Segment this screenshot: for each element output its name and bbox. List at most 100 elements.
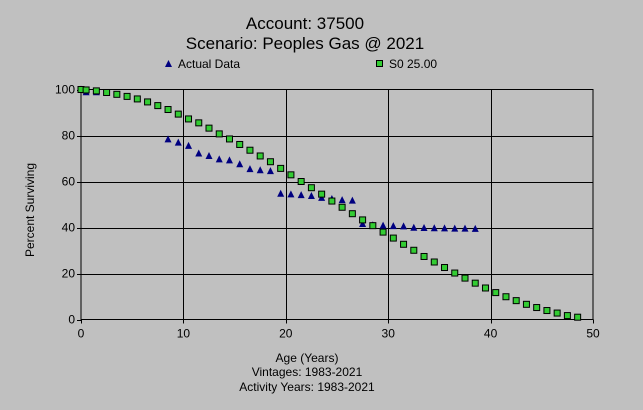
- actual-data-point: [471, 224, 479, 232]
- actual-data-point: [348, 196, 356, 204]
- chart-title: Account: 37500: [246, 14, 364, 33]
- s0-curve-point: [225, 135, 233, 143]
- actual-data-point: [246, 165, 254, 173]
- actual-data-point: [205, 151, 213, 159]
- s0-curve-point: [287, 171, 295, 179]
- gridlines: [81, 89, 593, 320]
- s0-curve-point: [400, 240, 408, 248]
- s0-curve-point: [420, 252, 428, 260]
- s0-curve-point: [256, 152, 264, 160]
- actual-data-point: [400, 222, 408, 230]
- s0-curve-point: [164, 106, 172, 114]
- legend: Actual Data S0 25.00: [165, 57, 437, 71]
- s0-curve-point: [236, 140, 244, 148]
- actual-data-point: [379, 221, 387, 229]
- actual-data-point: [441, 224, 449, 232]
- legend-marker-actual-data: [165, 60, 172, 67]
- s0-curve-point: [297, 178, 305, 185]
- legend-marker-s0-curve: [376, 60, 383, 67]
- s0-curve-point: [154, 102, 162, 110]
- s0-curve-point: [246, 146, 254, 154]
- s0-curve-point: [574, 313, 582, 321]
- s0-curve-point: [451, 269, 459, 277]
- actual-data-point: [185, 141, 193, 149]
- s0-curve-point: [359, 216, 367, 224]
- actual-data-point: [164, 135, 172, 143]
- s0-curve-point: [502, 293, 510, 301]
- legend-label-actual-data: Actual Data: [178, 57, 240, 71]
- actual-data-point: [389, 222, 397, 230]
- y-axis-label: Percent Surviving: [23, 163, 37, 257]
- s0-curve-point: [441, 264, 449, 272]
- s0-curve-point: [430, 258, 438, 266]
- actual-data-point: [451, 224, 459, 232]
- s0-curve-point: [133, 95, 141, 103]
- actual-data-point: [215, 155, 223, 163]
- s0-curve-point: [195, 119, 203, 127]
- s0-curve-point: [563, 312, 571, 320]
- s0-curve-point: [82, 86, 90, 94]
- s0-curve-point: [338, 203, 346, 211]
- y-tick-label: 80: [62, 129, 76, 143]
- x-tick-label: 30: [382, 327, 396, 341]
- y-axis-ticks: 0 20 40 60 80 100: [55, 83, 81, 327]
- s0-curve-point: [307, 184, 315, 192]
- s0-curve-point: [215, 130, 223, 138]
- s0-curve-point: [92, 87, 100, 95]
- s0-curve-point: [481, 284, 489, 292]
- series-actual-data: [77, 85, 479, 232]
- actual-data-point: [359, 220, 367, 228]
- actual-data-point: [338, 196, 346, 204]
- actual-data-point: [266, 167, 274, 175]
- actual-data-point: [277, 189, 285, 197]
- actual-data-point: [287, 190, 295, 198]
- s0-curve-point: [512, 297, 520, 305]
- s0-curve-point: [318, 190, 326, 198]
- s0-curve-point: [205, 124, 213, 132]
- s0-curve-point: [174, 110, 182, 118]
- series-s0-curve: [77, 86, 582, 321]
- s0-curve-point: [492, 289, 500, 297]
- s0-curve-point: [369, 222, 377, 230]
- s0-curve-point: [103, 88, 111, 96]
- x-axis-ticks: 0 10 20 30 40 50: [78, 319, 600, 341]
- s0-curve-point: [185, 115, 193, 123]
- x-tick-label: 20: [279, 327, 293, 341]
- s0-curve-point: [389, 234, 397, 242]
- actual-data-point: [195, 149, 203, 157]
- actual-data-point: [430, 224, 438, 232]
- x-tick-label: 10: [177, 327, 191, 341]
- s0-curve-point: [533, 304, 541, 312]
- actual-data-point: [410, 223, 418, 231]
- y-tick-label: 60: [62, 175, 76, 189]
- x-tick-label: 0: [78, 327, 85, 341]
- s0-curve-point: [522, 300, 530, 308]
- actual-data-point: [307, 191, 315, 199]
- actual-data-point: [297, 191, 305, 199]
- actual-data-point: [461, 224, 469, 232]
- s0-curve-point: [277, 164, 285, 172]
- s0-curve-point: [553, 309, 561, 317]
- s0-curve-point: [123, 92, 131, 100]
- s0-curve-point: [461, 274, 469, 282]
- actual-data-point: [256, 166, 264, 174]
- s0-curve-point: [113, 90, 121, 98]
- s0-curve-point: [144, 98, 152, 106]
- s0-curve-point: [379, 228, 387, 236]
- chart-subtitle: Scenario: Peoples Gas @ 2021: [186, 34, 424, 53]
- actual-data-point: [225, 156, 233, 164]
- plot-area: [80, 89, 594, 320]
- y-tick-label: 20: [62, 267, 76, 281]
- x-tick-label: 50: [586, 327, 600, 341]
- footnote-activity-years: Activity Years: 1983-2021: [239, 380, 375, 394]
- x-axis-label: Age (Years): [276, 351, 339, 365]
- y-tick-label: 40: [62, 221, 76, 235]
- y-tick-label: 0: [68, 313, 75, 327]
- s0-curve-point: [328, 197, 336, 205]
- s0-curve-point: [348, 210, 356, 218]
- s0-curve-point: [543, 307, 551, 315]
- s0-curve-point: [266, 158, 274, 166]
- actual-data-point: [420, 223, 428, 231]
- actual-data-point: [174, 138, 182, 146]
